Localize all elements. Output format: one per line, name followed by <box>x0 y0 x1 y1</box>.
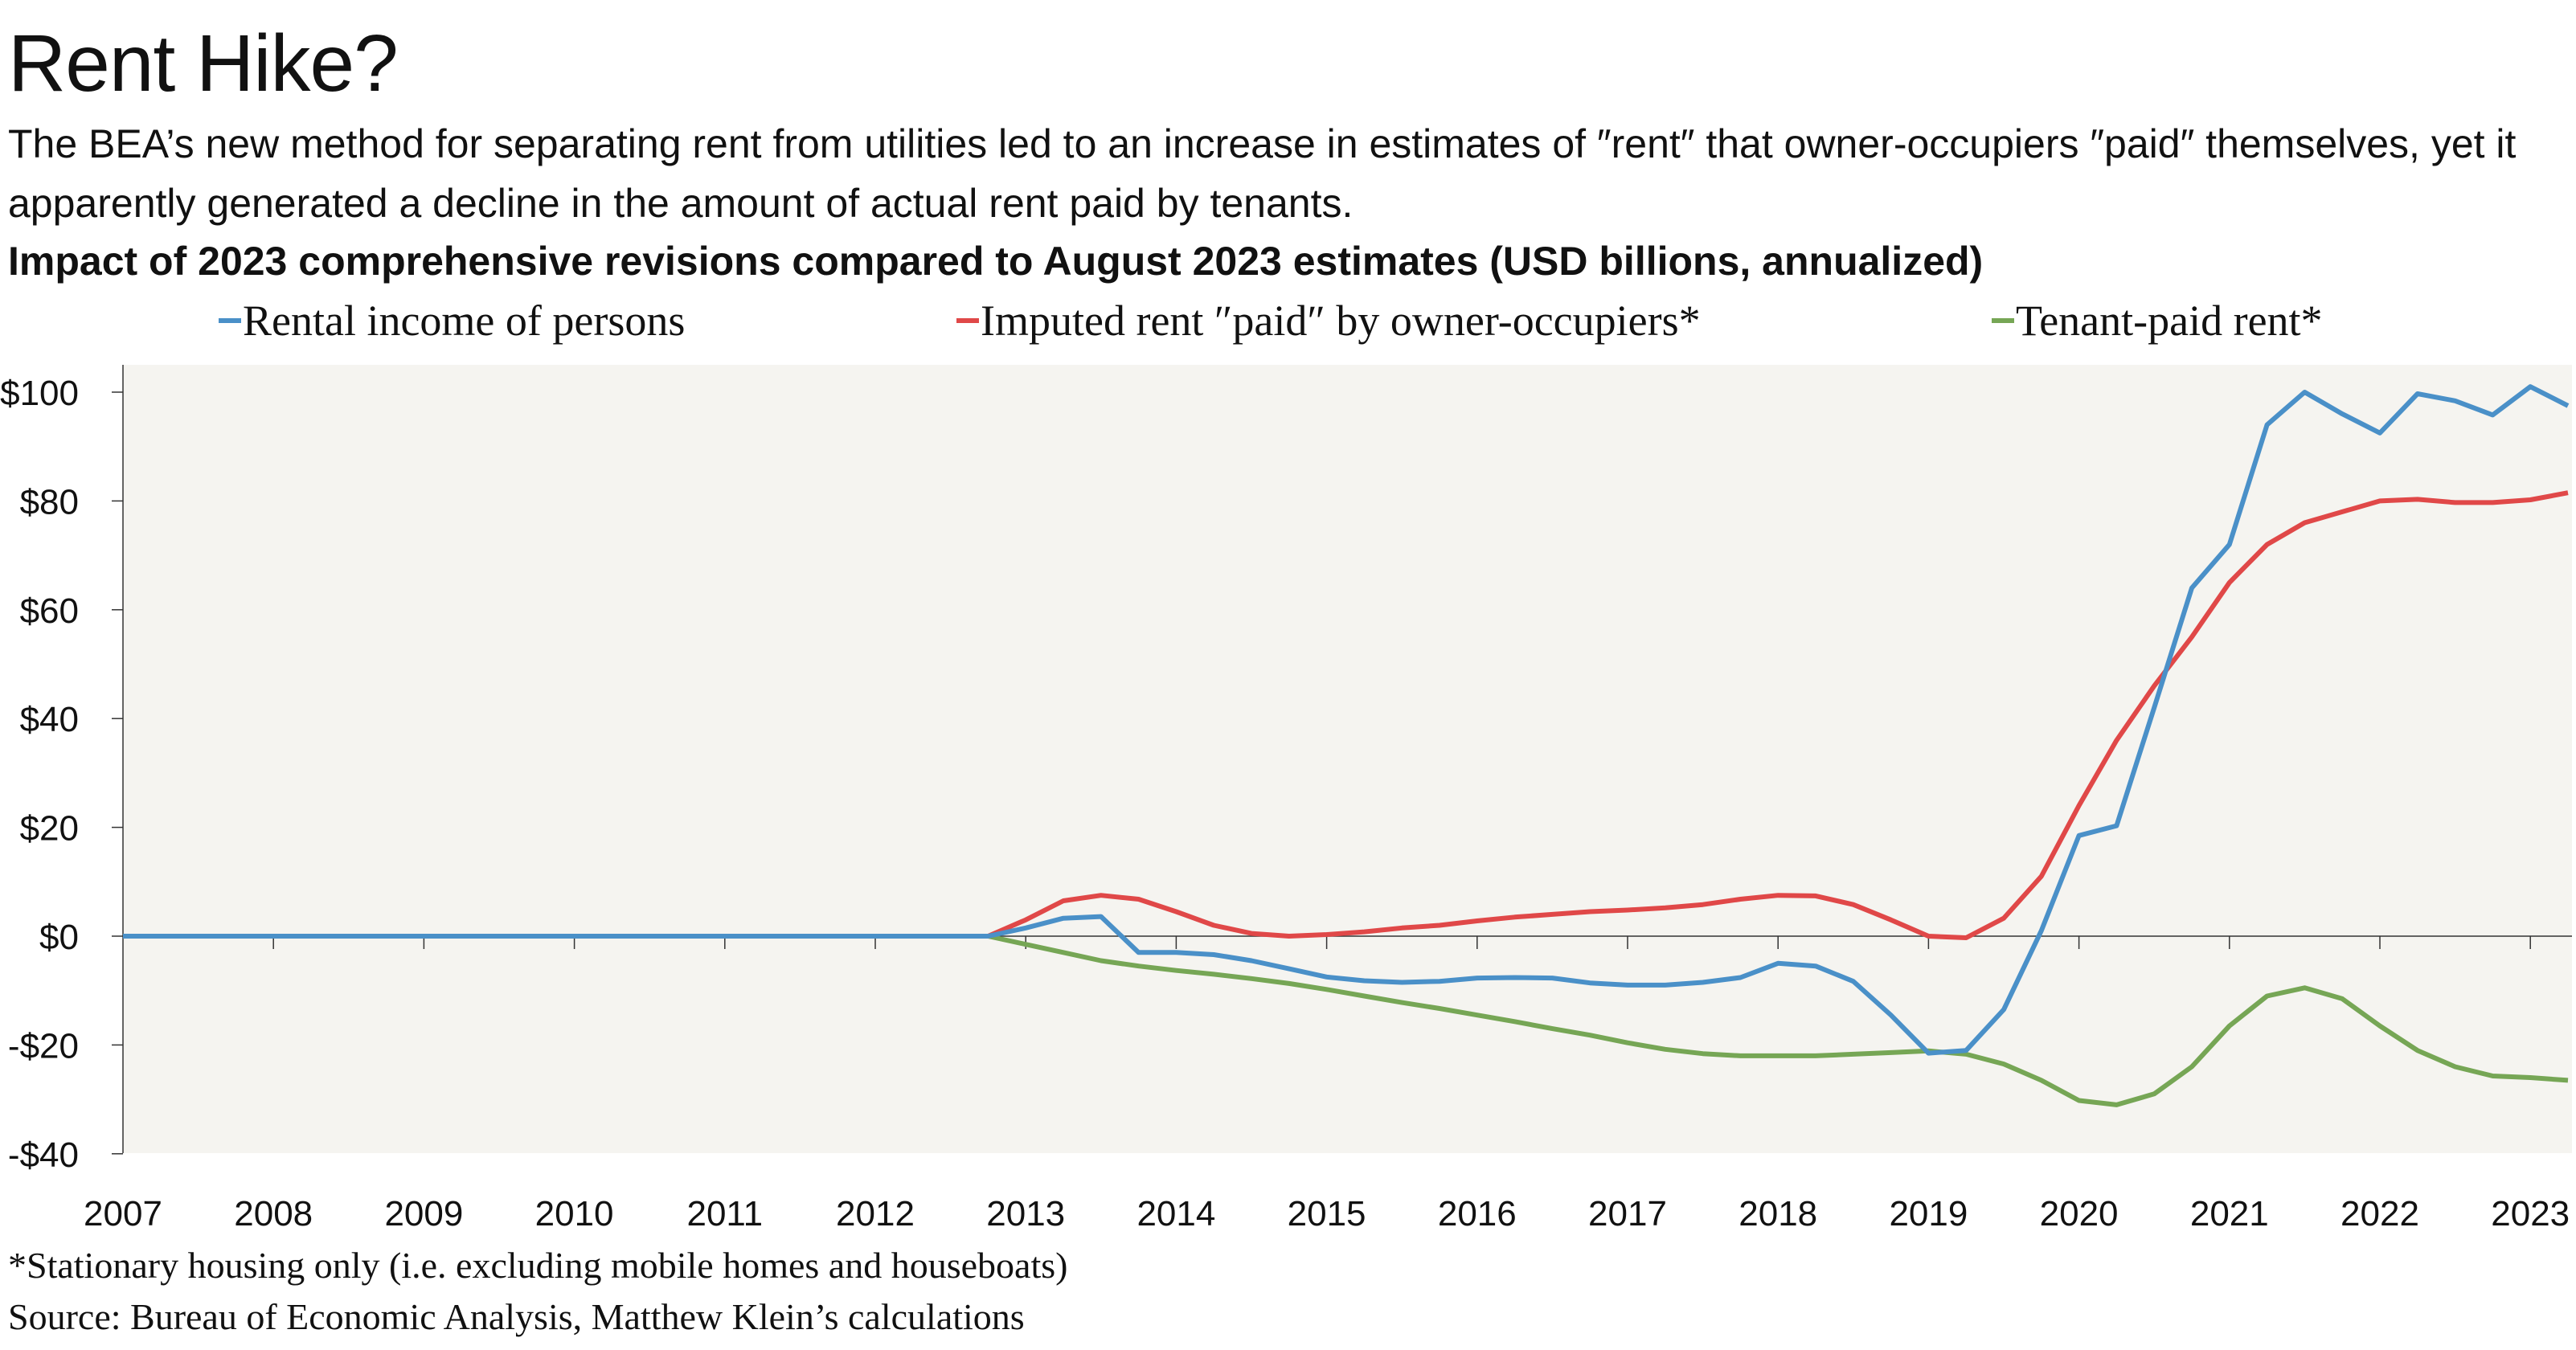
legend-item-rental-income: Rental income of persons <box>219 296 685 346</box>
x-tick-label: 2017 <box>1588 1194 1667 1233</box>
legend-swatch <box>219 318 241 323</box>
legend-label: Imputed rent ″paid″ by owner-occupiers* <box>981 297 1701 345</box>
y-tick-label: $60 <box>20 591 79 631</box>
chart-subtitle: The BEA’s new method for separating rent… <box>8 121 2517 226</box>
legend-item-imputed-rent: Imputed rent ″paid″ by owner-occupiers* <box>956 296 1701 346</box>
y-tick-label: $100 <box>0 374 79 413</box>
legend-swatch <box>1992 318 2014 323</box>
y-tick-label: $20 <box>20 809 79 849</box>
chart-heading: Impact of 2023 comprehensive revisions c… <box>8 239 1984 284</box>
x-tick-label: 2015 <box>1288 1194 1366 1233</box>
y-tick-label: $0 <box>39 918 79 957</box>
x-tick-label: 2011 <box>686 1194 763 1233</box>
x-tick-label: 2013 <box>986 1194 1065 1233</box>
y-tick-label: -$20 <box>8 1026 79 1066</box>
x-tick-label: 2012 <box>836 1194 915 1233</box>
legend-item-tenant-rent: Tenant-paid rent* <box>1992 296 2323 346</box>
x-tick-label: 2018 <box>1738 1194 1817 1233</box>
source-note: Source: Bureau of Economic Analysis, Mat… <box>8 1296 1025 1337</box>
x-tick-label: 2009 <box>384 1194 463 1233</box>
legend-label: Rental income of persons <box>243 297 686 345</box>
y-tick-label: $80 <box>20 482 79 522</box>
legend-swatch <box>956 318 979 323</box>
x-tick-label: 2022 <box>2341 1194 2419 1233</box>
x-tick-label: 2014 <box>1136 1194 1215 1233</box>
x-tick-label: 2020 <box>2040 1194 2119 1233</box>
x-tick-label: 2008 <box>234 1194 313 1233</box>
legend-label: Tenant-paid rent* <box>2016 297 2323 345</box>
y-tick-label: -$40 <box>8 1135 79 1175</box>
x-tick-label: 2021 <box>2190 1194 2269 1233</box>
series-line-rental-income <box>123 384 2570 1056</box>
x-tick-label: 2023 <box>2491 1194 2570 1233</box>
x-tick-label: 2019 <box>1889 1194 1968 1233</box>
x-tick-label: 2007 <box>84 1194 162 1233</box>
footnote: *Stationary housing only (i.e. excluding… <box>8 1245 1068 1286</box>
plot-area <box>123 365 2572 1153</box>
chart-title-main: Rent Hike? <box>8 18 399 108</box>
x-tick-label: 2016 <box>1438 1194 1517 1233</box>
y-tick-label: $40 <box>20 700 79 739</box>
x-tick-label: 2010 <box>535 1194 614 1233</box>
